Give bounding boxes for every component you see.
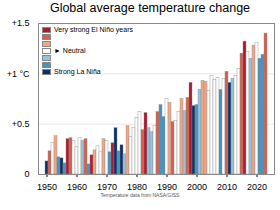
svg-text:1990: 1990: [157, 182, 177, 191]
svg-text:1970: 1970: [97, 182, 117, 191]
svg-text:1950: 1950: [37, 182, 57, 191]
html-text:► Neutral: ► Neutral: [54, 47, 86, 54]
html-text:Very strong El Niño years: Very strong El Niño years: [54, 26, 133, 33]
html-text:Global average temperature cha: Global average temperature change: [49, 1, 251, 15]
html-text:Temperature data from NASA/GIS: Temperature data from NASA/GISS: [100, 192, 180, 198]
svg-text:2020: 2020: [247, 182, 267, 191]
svg-text:1980: 1980: [127, 182, 147, 191]
html-text:Strong La Niña: Strong La Niña: [54, 68, 101, 75]
svg-text:+1 °C: +1 °C: [7, 69, 30, 79]
svg-text:2000: 2000: [187, 182, 207, 191]
svg-text:0: 0: [24, 169, 29, 179]
svg-text:2010: 2010: [217, 182, 237, 191]
svg-text:1960: 1960: [67, 182, 87, 191]
svg-text:+0.5: +0.5: [12, 119, 30, 129]
svg-text:+1.5: +1.5: [12, 18, 30, 28]
